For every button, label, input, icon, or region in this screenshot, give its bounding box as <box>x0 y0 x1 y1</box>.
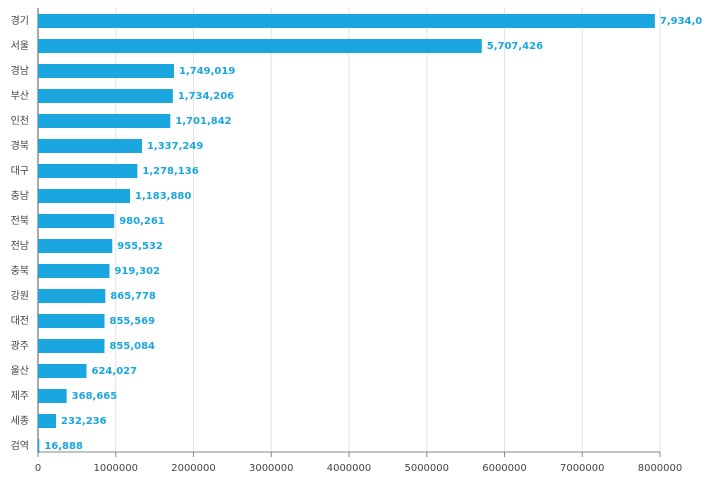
y-tick-label: 경기 <box>11 14 29 27</box>
bar <box>38 39 482 53</box>
bar <box>38 64 174 78</box>
y-tick-label: 충남 <box>11 190 29 202</box>
y-tick-label: 충북 <box>11 265 29 277</box>
y-tick-label: 서울 <box>11 40 29 52</box>
value-label: 1,337,249 <box>147 141 203 152</box>
y-tick-label: 전남 <box>11 240 29 252</box>
x-tick-label: 1000000 <box>93 463 138 474</box>
y-tick-label: 강원 <box>11 290 29 302</box>
value-label: 16,888 <box>44 441 83 452</box>
value-label: 855,084 <box>109 341 155 352</box>
x-tick-label: 2000000 <box>171 463 216 474</box>
bar <box>38 114 171 128</box>
x-tick-label: 0 <box>35 463 41 474</box>
value-label: 919,302 <box>114 266 160 277</box>
y-tick-label: 경북 <box>11 139 29 152</box>
value-label: 5,707,426 <box>487 41 543 52</box>
bar <box>38 214 115 228</box>
value-label: 1,278,136 <box>142 166 198 177</box>
bar <box>38 139 142 153</box>
bar <box>38 364 87 378</box>
bar <box>38 164 138 178</box>
bar <box>38 264 110 278</box>
x-tick-label: 5000000 <box>404 463 449 474</box>
y-tick-label: 광주 <box>11 340 29 352</box>
value-label: 980,261 <box>119 216 165 227</box>
bar <box>38 439 40 453</box>
bar <box>38 189 131 203</box>
y-tick-label: 울산 <box>11 365 29 377</box>
bar <box>38 314 105 328</box>
value-label: 1,749,019 <box>179 66 235 77</box>
value-label: 1,701,842 <box>175 116 231 127</box>
value-label: 1,183,880 <box>135 191 191 202</box>
bar <box>38 289 106 303</box>
bar <box>38 389 67 403</box>
x-tick-label: 6000000 <box>482 463 527 474</box>
x-tick-label: 7000000 <box>560 463 605 474</box>
y-tick-label: 검역 <box>11 440 29 452</box>
bar <box>38 239 113 253</box>
value-label: 955,532 <box>117 241 163 252</box>
bar <box>38 14 655 28</box>
value-label: 7,934,0 <box>660 16 702 27</box>
value-label: 865,778 <box>110 291 156 302</box>
value-label: 624,027 <box>92 366 138 377</box>
y-tick-label: 대구 <box>11 165 29 177</box>
x-tick-label: 8000000 <box>638 463 683 474</box>
value-label: 232,236 <box>61 416 107 427</box>
bar <box>38 339 105 353</box>
y-tick-label: 제주 <box>11 390 29 402</box>
x-tick-label: 3000000 <box>249 463 294 474</box>
value-label: 368,665 <box>72 391 118 402</box>
y-tick-label: 인천 <box>11 115 29 127</box>
y-tick-label: 대전 <box>11 315 29 327</box>
value-label: 1,734,206 <box>178 91 234 102</box>
bar <box>38 89 173 103</box>
y-tick-label: 전북 <box>11 215 29 227</box>
bar <box>38 414 57 428</box>
y-tick-label: 경남 <box>11 64 29 77</box>
y-tick-label: 세종 <box>11 415 29 427</box>
x-tick-label: 4000000 <box>327 463 372 474</box>
y-tick-label: 부산 <box>11 90 29 102</box>
value-label: 855,569 <box>110 316 156 327</box>
